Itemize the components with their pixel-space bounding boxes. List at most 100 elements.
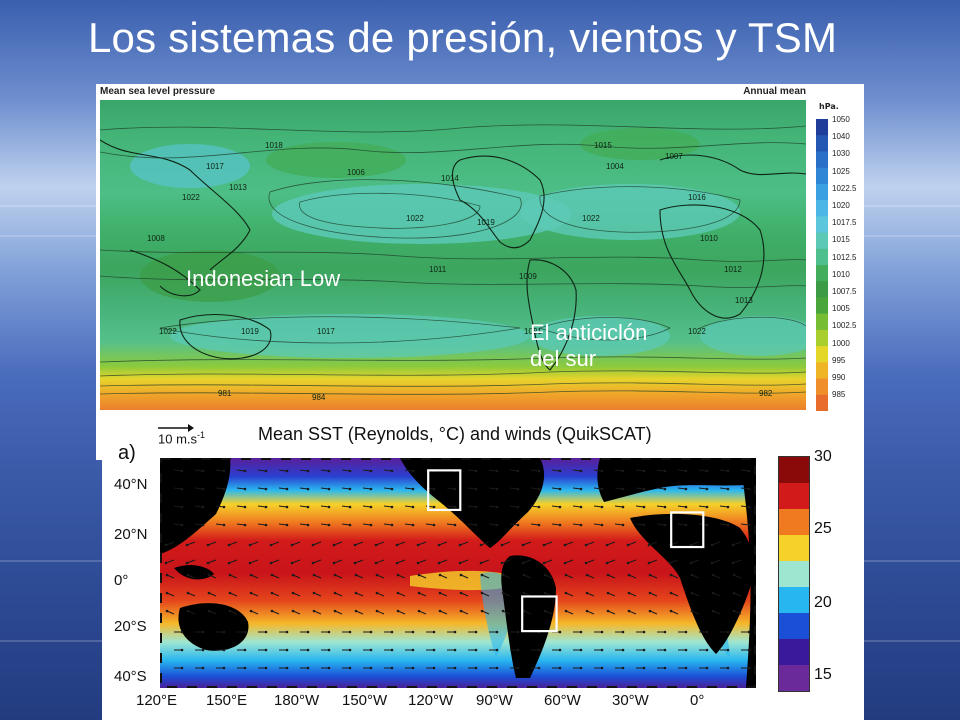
wind-vector-head [291, 609, 295, 613]
wind-vector-head [285, 523, 289, 527]
wind-vector [333, 559, 343, 564]
wind-vector-head [705, 469, 709, 473]
sst-colorbar-label-15: 15 [814, 666, 832, 683]
wind-vector [551, 505, 561, 508]
wind-vector [299, 523, 309, 526]
wind-vector [627, 541, 637, 546]
wind-vector-head [207, 573, 211, 577]
wind-vector [186, 559, 196, 564]
wind-vector [467, 523, 477, 526]
wind-vector-head [411, 648, 415, 652]
wind-vector [278, 505, 288, 508]
wind-vector-head [186, 591, 190, 595]
wind-vector-head [180, 666, 184, 670]
wind-vector-head [390, 648, 394, 652]
wind-vector-head [432, 630, 436, 634]
wind-vector-head [269, 543, 273, 547]
wind-vector-head [249, 591, 253, 595]
wind-vector-head [732, 591, 736, 595]
wind-vector [270, 541, 280, 546]
wind-vector-head [306, 487, 310, 491]
wind-vector-head [537, 648, 541, 652]
wind-vector-head [207, 609, 211, 613]
wind-vector-head [537, 666, 541, 670]
contour-label: 1006 [347, 168, 365, 177]
wind-vector [459, 559, 469, 564]
wind-vector [551, 523, 561, 526]
coastlines [100, 139, 806, 371]
wind-vector-head [165, 591, 169, 595]
wind-vector-head [543, 573, 547, 577]
wind-vector-head [249, 573, 253, 577]
wind-vector-head [327, 630, 331, 634]
wind-vector-head [600, 469, 604, 473]
wind-vector [572, 505, 582, 508]
asia-coast [100, 139, 251, 271]
wind-vector-head [411, 487, 415, 491]
wind-vector-head [411, 666, 415, 670]
wind-vector [173, 469, 183, 472]
wind-vector [459, 541, 469, 546]
wind-vector [396, 559, 406, 564]
wind-vector-head [669, 573, 673, 577]
wind-vector [354, 559, 364, 564]
contour-label: 1022 [182, 193, 200, 202]
wind-vector [488, 487, 498, 490]
wind-vector-head [291, 573, 295, 577]
wind-vector [404, 487, 414, 490]
wind-vector-head [201, 648, 205, 652]
wind-vector-head [516, 666, 520, 670]
contour-label: 1009 [519, 272, 537, 281]
wind-vector-head [432, 666, 436, 670]
slp-colorbar-label: 1012.5 [832, 253, 857, 262]
land-indonesia [174, 565, 214, 580]
wind-vector-head [522, 573, 526, 577]
wind-vector-head [648, 573, 652, 577]
wind-vector [320, 523, 330, 526]
wind-vector-head [747, 666, 751, 670]
slp-colorbar-swatch [816, 394, 828, 411]
sst-colorbar [778, 456, 810, 692]
wind-vector-head [438, 573, 442, 577]
wind-vector [236, 469, 246, 472]
wind-vector-head [669, 591, 673, 595]
wind-vector-head [228, 573, 232, 577]
wind-vector-head [606, 591, 610, 595]
wind-vector-head [227, 561, 231, 565]
wind-vector-head [479, 543, 483, 547]
wind-vector-head [306, 523, 310, 527]
wind-vector-head [201, 523, 205, 527]
wind-vector-head [353, 543, 357, 547]
contour-label: 1016 [688, 193, 706, 202]
wind-vector-head [563, 543, 567, 547]
contour-label: 1022 [582, 214, 600, 223]
wind-vector [480, 559, 490, 564]
slp-colorbar-swatch [816, 265, 828, 282]
land-east-edge [740, 458, 756, 688]
south-indian-high [700, 316, 806, 356]
south-pacific-high [170, 314, 530, 358]
lon-label-60w: 60°W [544, 692, 581, 709]
wind-vector-head [269, 561, 273, 565]
wind-vector [375, 541, 385, 546]
wind-vector [228, 541, 238, 546]
wind-vector-head [291, 591, 295, 595]
wind-vector-head [458, 543, 462, 547]
wind-vector-head [243, 487, 247, 491]
wind-vector-head [264, 648, 268, 652]
wind-vector-head [543, 591, 547, 595]
slp-colorbar [816, 119, 828, 411]
wind-vector-head [705, 505, 709, 509]
wind-vector-head [411, 505, 415, 509]
lon-label-30w: 30°W [612, 692, 649, 709]
contour-label: 982 [759, 389, 773, 398]
wind-vector [740, 469, 750, 472]
wind-vector-head [458, 561, 462, 565]
south-anticyclone-label: El anticiclón del sur [530, 320, 647, 372]
wind-vector-head [627, 591, 631, 595]
wind-vector-head [606, 573, 610, 577]
wind-vector-head [626, 543, 630, 547]
wind-vector-head [354, 609, 358, 613]
wind-vector-head [312, 573, 316, 577]
north-america-coast [451, 155, 545, 249]
